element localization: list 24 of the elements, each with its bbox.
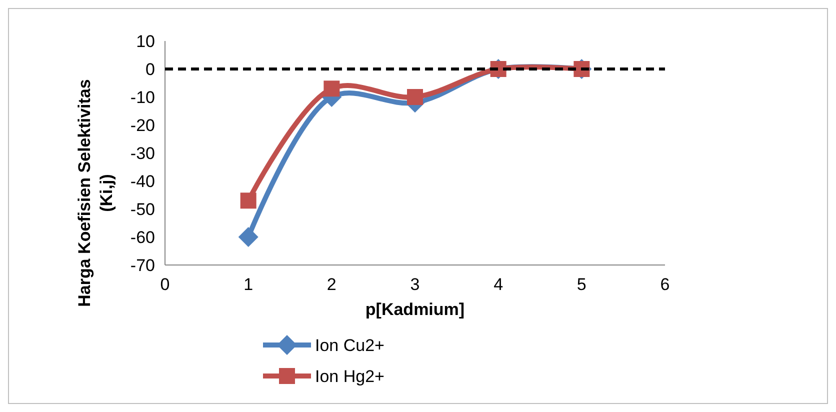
point [324, 80, 340, 97]
x-tick-label: 4 [494, 275, 504, 294]
y-tick-label: 0 [146, 60, 155, 79]
x-tick-label: 5 [576, 275, 586, 294]
y-axis-title: Harga Koefisien Selektivitas (Ki,j) [75, 79, 116, 307]
y-tick-label: -70 [130, 256, 155, 275]
x-tick-label: 0 [160, 275, 170, 294]
y-tick-label: -60 [130, 228, 155, 247]
x-tick-label: 6 [660, 275, 670, 294]
y-tick-label: 10 [136, 32, 155, 51]
x-tick-label: 1 [244, 275, 254, 294]
x-tick-label: 2 [326, 275, 336, 294]
y-tick-label: -30 [130, 144, 155, 163]
x-tick-label: 3 [410, 275, 420, 294]
x-axis-title: p[Kadmium] [365, 300, 465, 319]
point [407, 89, 423, 105]
point [238, 227, 258, 247]
y-tick-label: -10 [130, 88, 155, 107]
legend-label: Ion Hg2+ [315, 366, 385, 386]
legend-label: Ion Cu2+ [315, 336, 385, 355]
point [240, 192, 256, 209]
y-tick-label: -20 [130, 116, 155, 135]
y-tick-label: -50 [130, 200, 155, 219]
y-tick-label: -40 [130, 172, 155, 191]
